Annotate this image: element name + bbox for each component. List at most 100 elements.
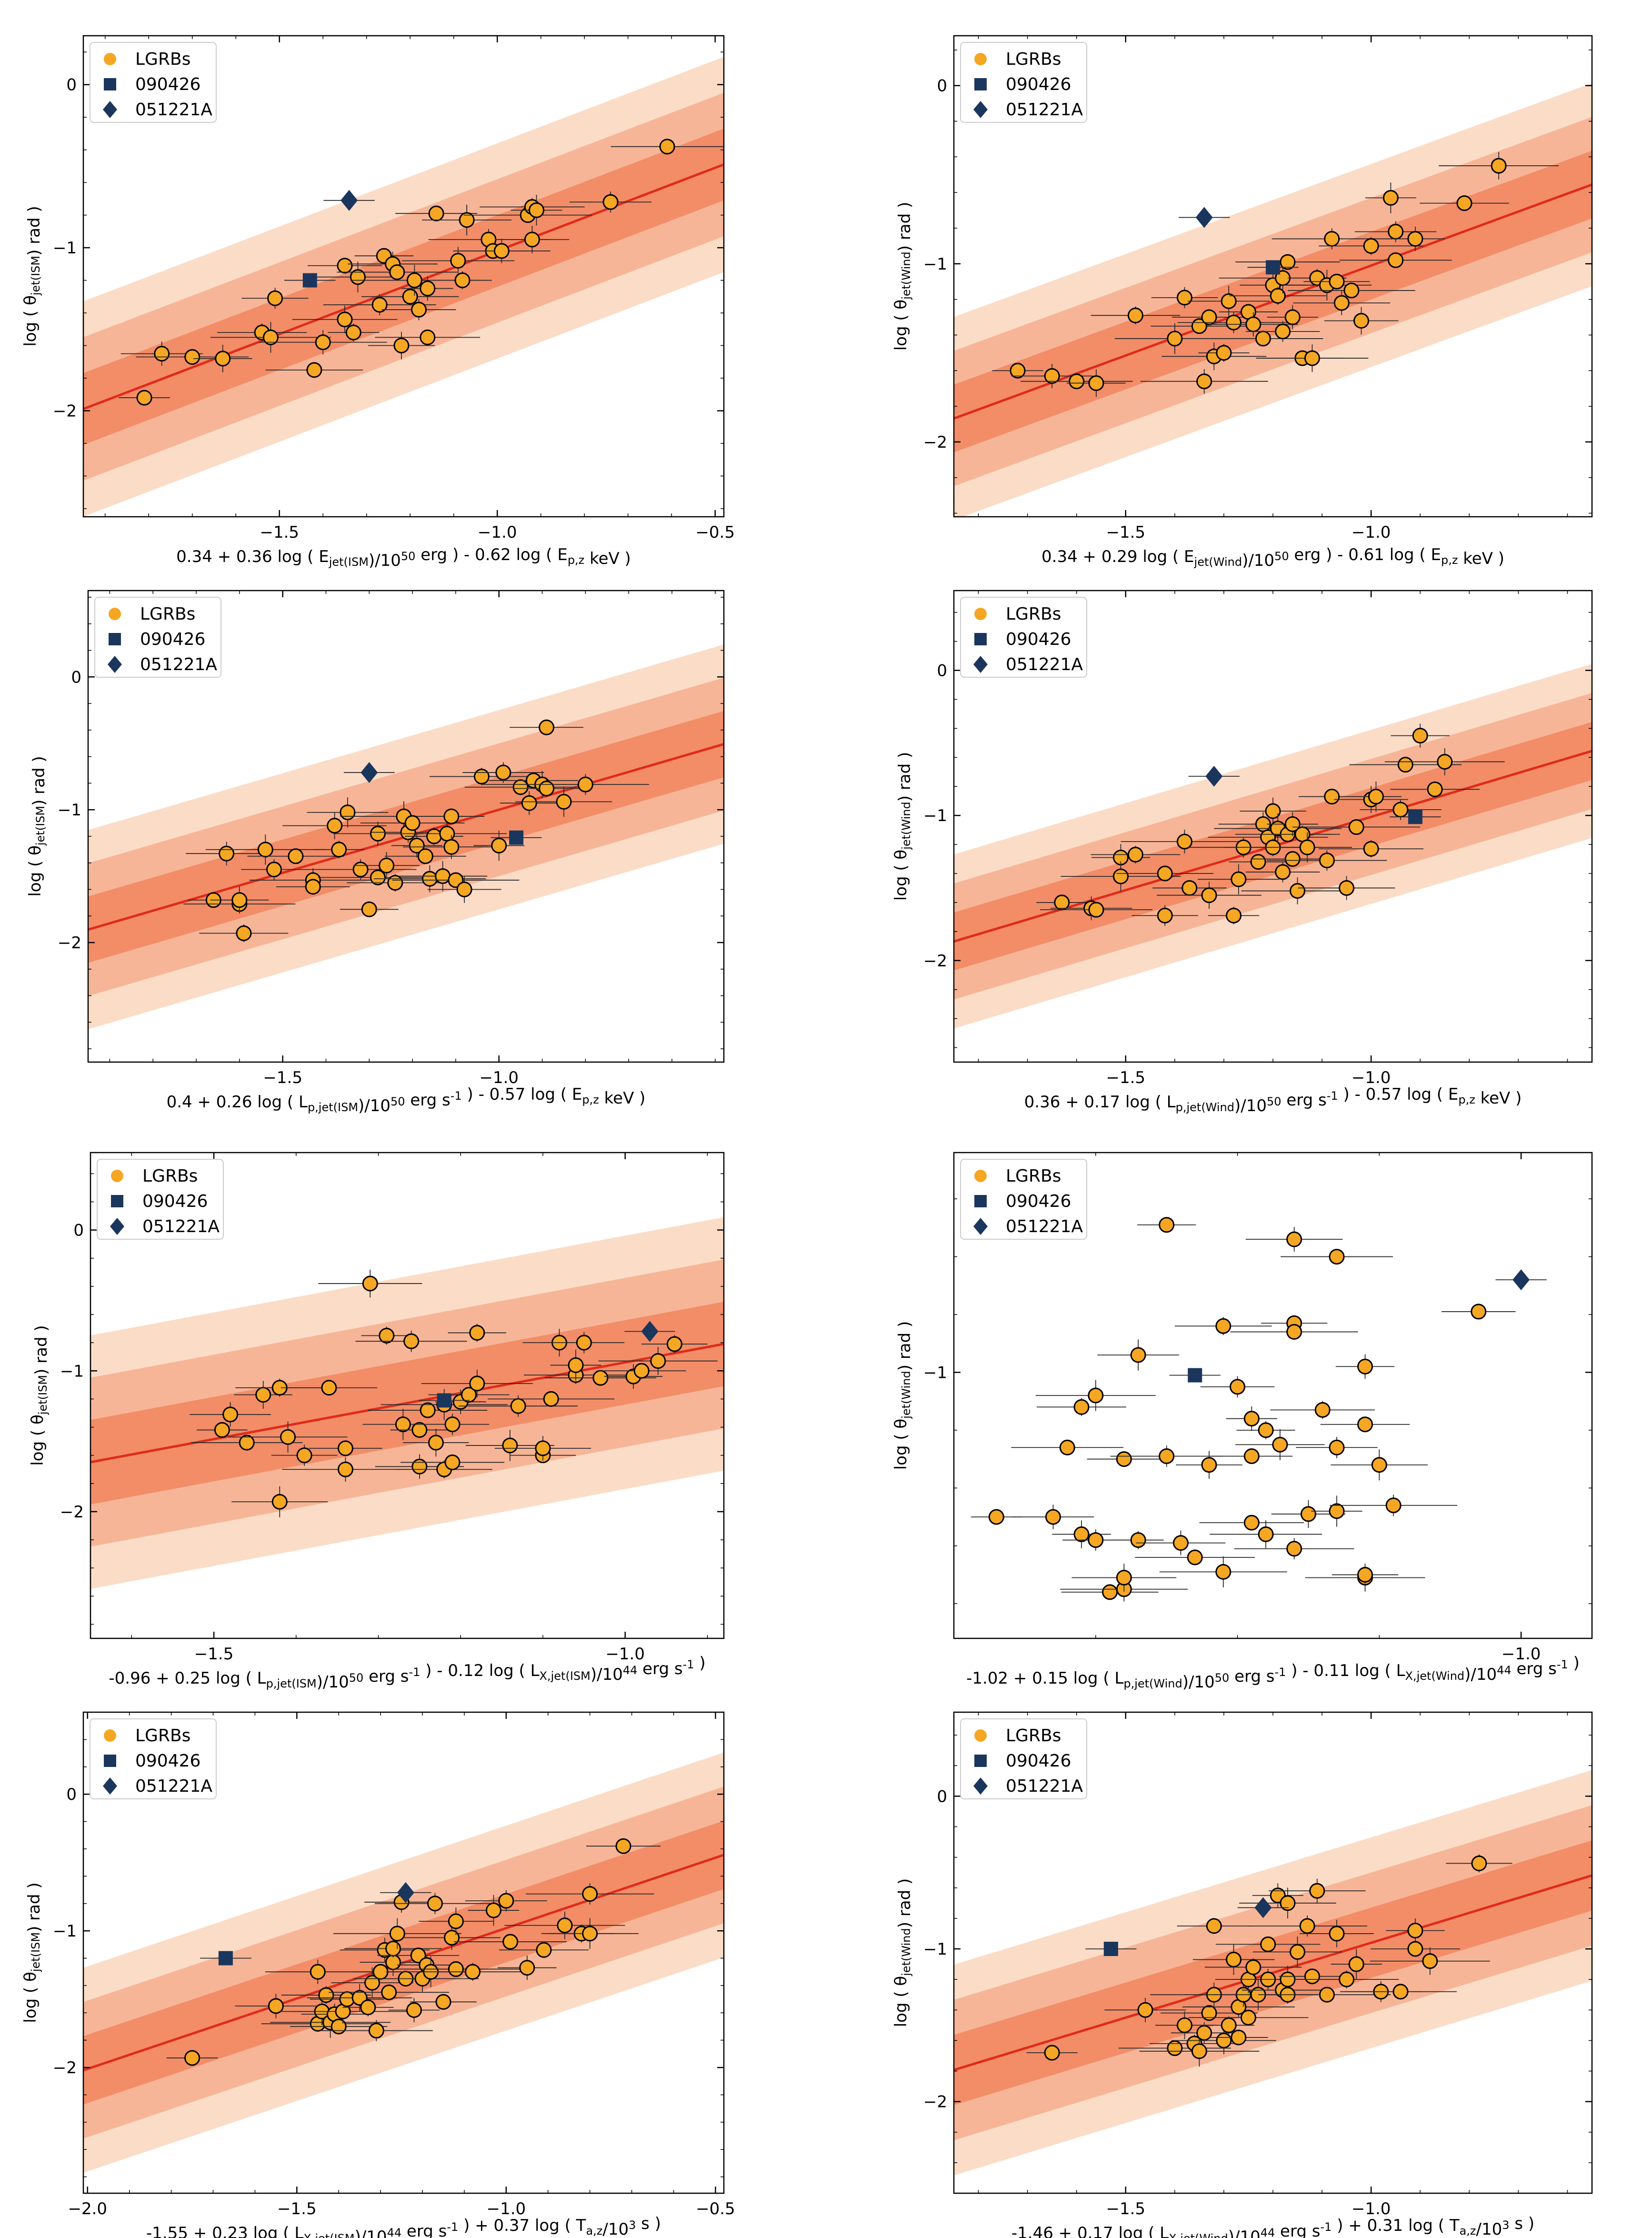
lgrb-marker [1255,331,1271,347]
grb090426-marker [437,1393,451,1408]
lgrb-marker [362,1275,378,1292]
y-tick-label: 0 [73,1221,84,1240]
lgrb-marker [385,1940,401,1957]
lgrb-marker [450,252,466,269]
data-point [500,791,559,815]
lgrb-marker [521,795,537,811]
data-point [1279,1968,1346,1985]
x-axis-label: 0.4 + 0.26 log ( Lp,jet(ISM)/1050 erg s-… [167,1085,646,1115]
data-point [1091,306,1181,325]
legend-diamond-icon [110,1218,124,1235]
data-point [1319,840,1424,858]
y-axis-label: log ( θjet(ISM) rad ) [26,756,49,896]
data-point [1104,1997,1186,2022]
data-point [1293,291,1391,315]
lgrb-marker [1112,868,1129,884]
data-point [1062,1529,1129,1551]
lgrb-marker [1329,273,1345,290]
lgrb-marker [1116,1570,1132,1586]
lgrb-marker [1157,907,1173,923]
x-axis-label: 0.34 + 0.29 log ( Ejet(Wind)/1050 erg ) … [1041,545,1504,570]
lgrb-marker [257,842,273,858]
lgrb-marker [426,828,442,844]
lgrb-marker [1230,1379,1246,1395]
lgrb-marker [1388,252,1404,268]
lgrb-marker [502,1437,518,1454]
lgrb-marker [988,1509,1004,1525]
data-point [570,191,652,213]
data-point [1036,894,1088,911]
data-point [1371,1941,1460,1957]
data-point [473,830,525,861]
data-point [1335,1354,1395,1379]
lgrb-marker [1353,313,1370,329]
data-point [586,1838,661,1854]
lgrb-marker [1357,1416,1373,1433]
data-point [1390,810,1441,824]
lgrb-marker [1407,231,1423,247]
y-tick-label: 0 [937,662,947,681]
data-point [1067,369,1126,397]
legend-label: 051221A [1006,100,1083,120]
data-point [282,1457,409,1482]
lgrb-marker [1258,1526,1274,1542]
lgrb-marker [633,1363,650,1379]
chart-panel-d: −1.5 −1.0 0 −1 −2 0.36 + 0.17 log ( Lp,jet(Wi… [891,590,1593,1115]
lgrb-marker [215,351,231,367]
data-point [420,1963,525,1981]
lgrb-marker [1275,323,1291,340]
lgrb-marker [1280,1895,1296,1911]
lgrb-marker [315,334,331,351]
chart-panel-f: −1.0 −1 -1.02 + 0.15 log ( Lp,jet(Wind)/10… [891,1152,1593,1692]
lgrb-marker [1088,1532,1104,1548]
lgrb-marker [296,1447,312,1464]
y-tick-label: −1 [60,1362,84,1381]
lgrb-marker [136,390,152,406]
y-axis-label: log ( θjet(Wind) rad ) [891,752,914,901]
data-point [368,331,435,360]
data-point [418,808,485,824]
legend-diamond-icon [103,101,117,118]
lgrb-marker [435,868,451,884]
x-tick-label: −0.5 [696,2199,735,2218]
lgrb-marker [1412,728,1428,744]
lgrb-marker [1427,781,1443,797]
lgrb-marker [310,1964,326,1980]
data-point [1320,1416,1410,1433]
y-tick-label: −2 [58,933,81,953]
lgrb-marker [1159,1448,1175,1464]
lgrb-marker [1088,1387,1104,1404]
lgrb-marker [393,338,410,354]
lgrb-marker [1245,316,1262,332]
lgrb-marker [1357,1566,1373,1583]
lgrb-marker [1363,238,1379,254]
lgrb-marker [1357,1358,1373,1375]
data-point [1208,906,1260,924]
lgrb-marker [1167,2040,1183,2056]
legend-label: LGRBs [1006,1166,1061,1186]
lgrb-marker [428,1435,444,1451]
lgrb-marker [1201,2005,1217,2021]
data-point [355,1330,467,1352]
lgrb-marker [1216,2032,1232,2048]
lgrb-marker [491,837,507,853]
data-point [166,2050,218,2066]
x-tick-label: −1.5 [260,523,299,542]
lgrb-marker [582,1926,598,1942]
data-point [1177,1918,1252,1934]
data-point [1330,1495,1458,1516]
data-point [375,329,481,345]
legend: LGRBs 090426 051221A [960,597,1087,678]
data-point [454,1934,567,1950]
lgrb-marker [1329,1503,1345,1519]
grb090426-marker [1188,1368,1202,1383]
lgrb-marker [1333,295,1350,311]
data-point [241,288,309,309]
lgrb-marker [659,139,675,155]
lgrb-marker [1304,350,1320,366]
lgrb-marker [543,1391,559,1407]
legend: LGRBs 090426 051221A [97,1159,224,1240]
data-point [193,344,252,372]
chart-panel-a: −1.5 −1.0 −0.5 0 −1 −2 0.34 + 0.36 log ( Ejet(… [21,35,735,570]
legend-label: 090426 [1006,1192,1071,1211]
